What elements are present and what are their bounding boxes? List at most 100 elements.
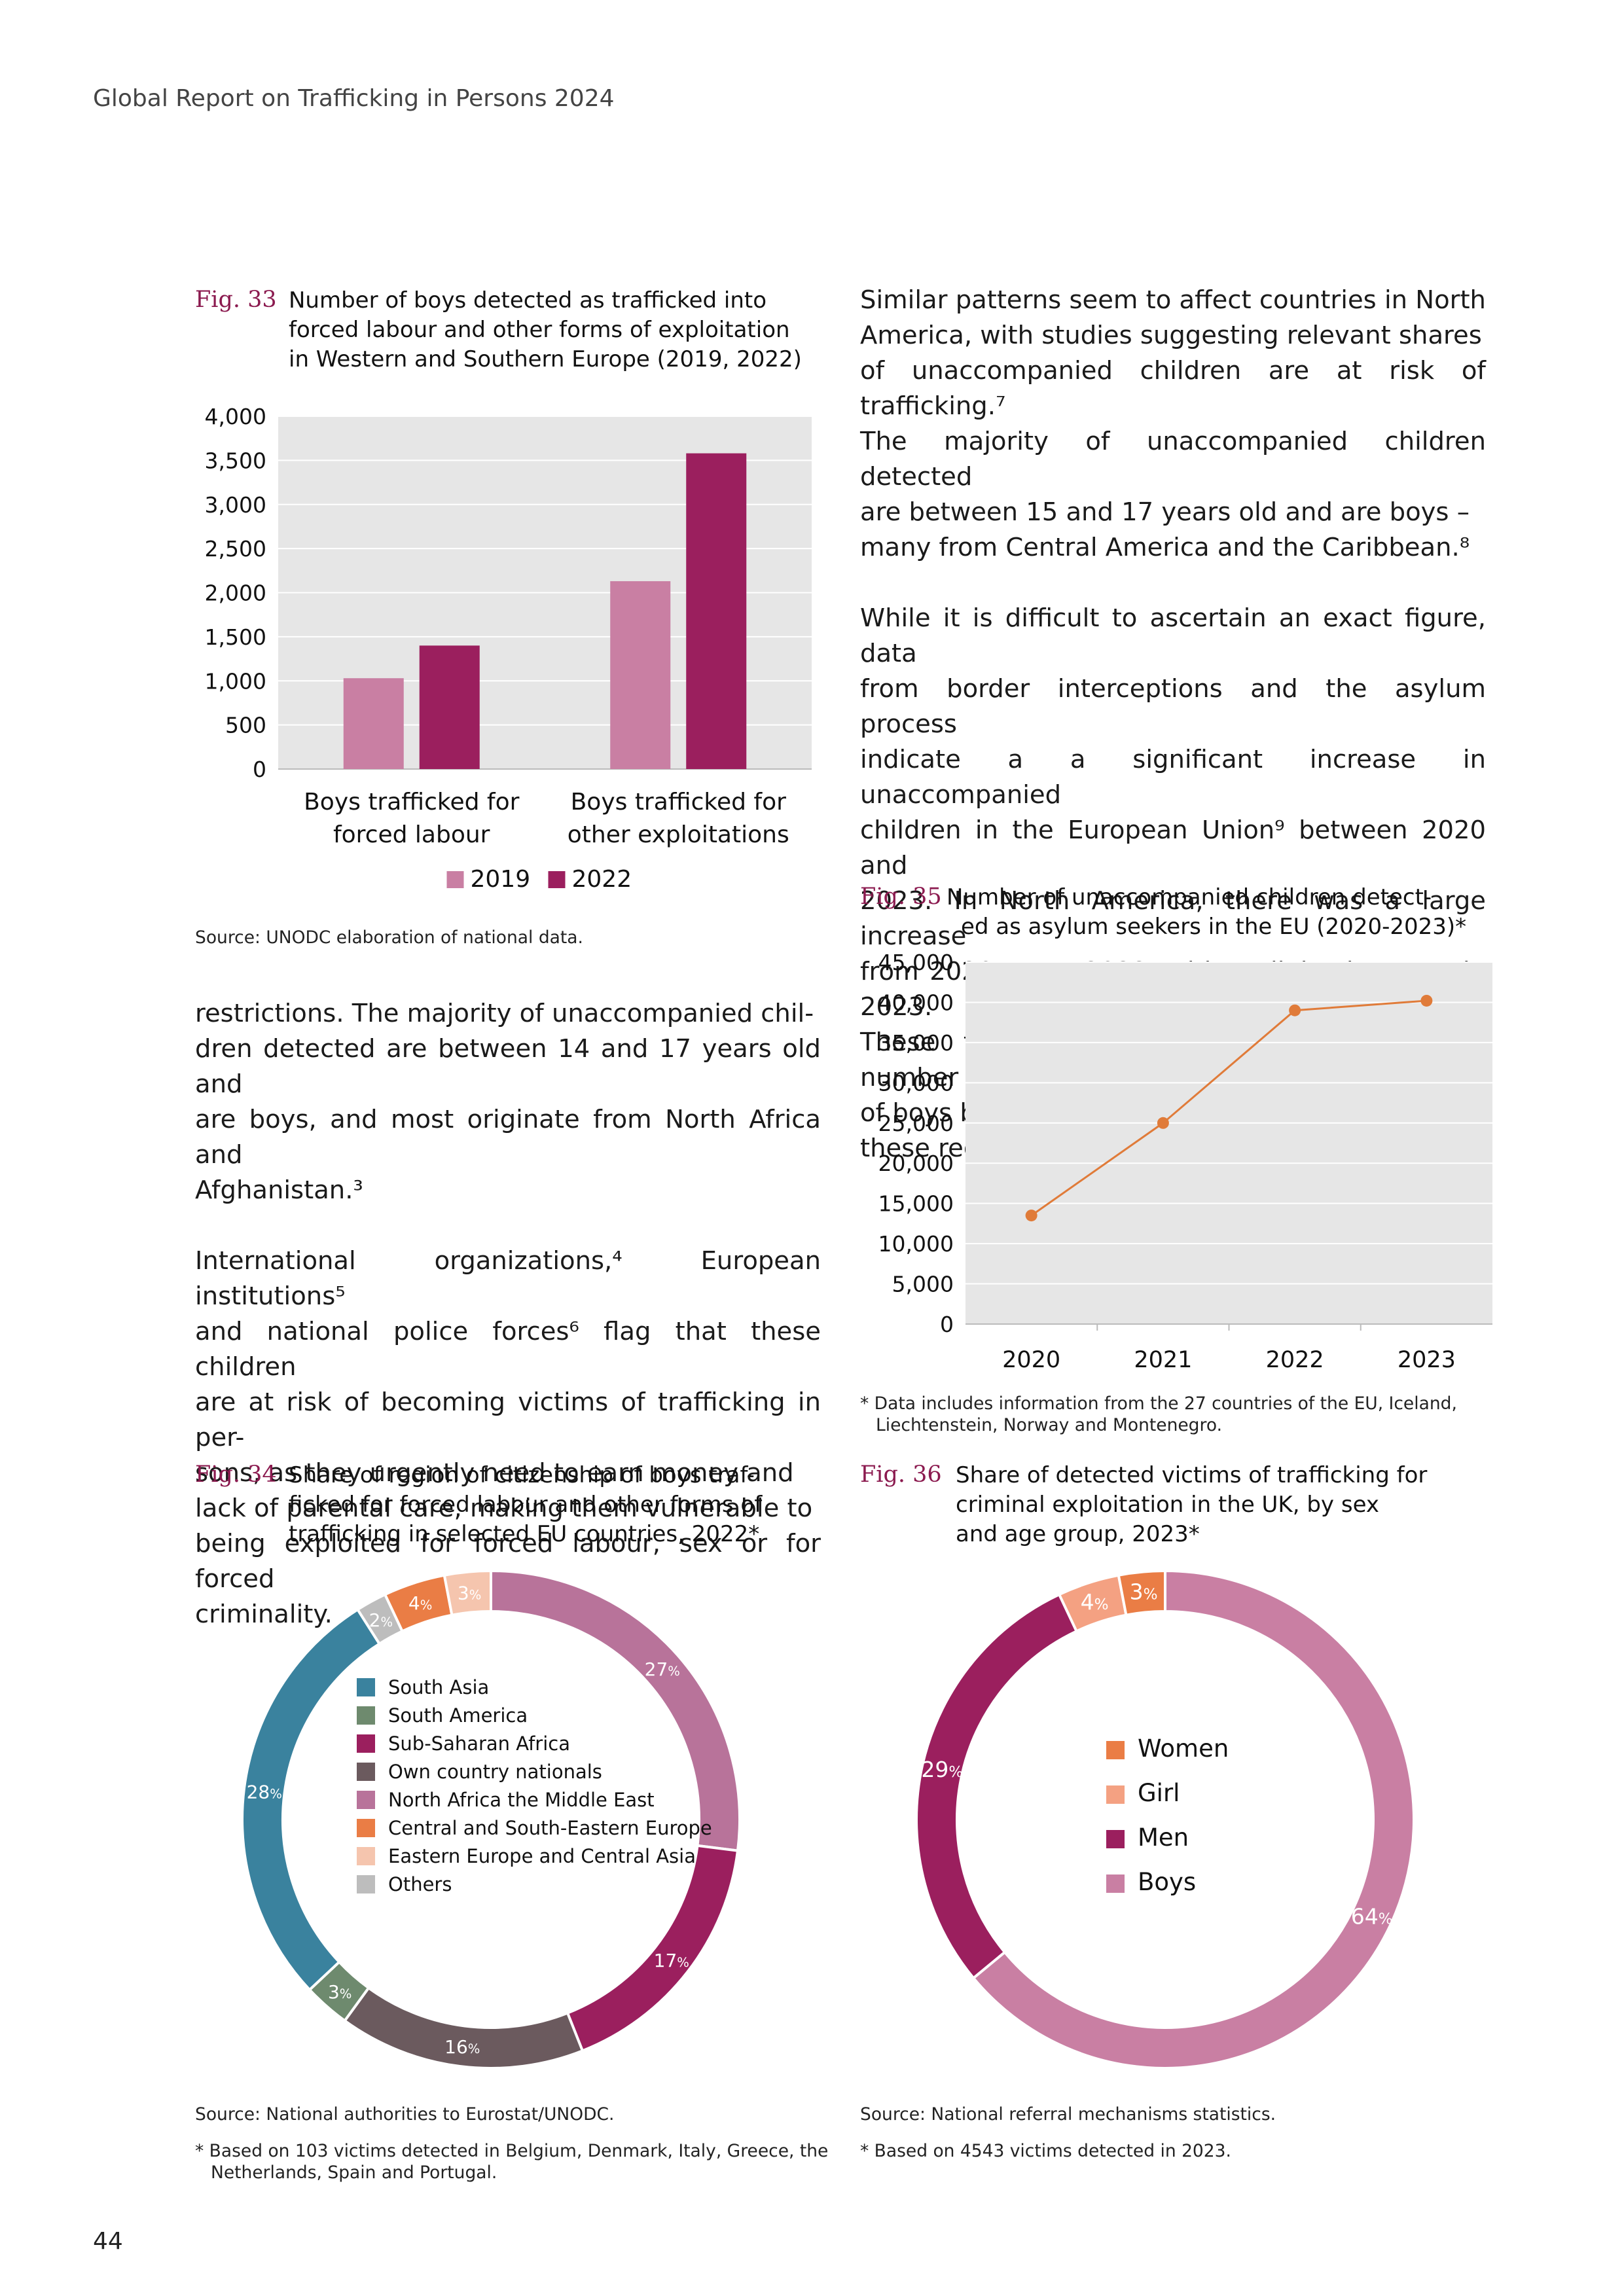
y-tick-label: 0 xyxy=(940,1312,954,1337)
donut-slice xyxy=(971,1569,1415,2070)
legend-label: Boys xyxy=(1138,1868,1196,1896)
left-body-text: restrictions. The majority of unaccompan… xyxy=(195,996,821,1668)
y-tick-label: 25,000 xyxy=(878,1111,954,1136)
legend-swatch xyxy=(1106,1741,1125,1759)
legend-label: Girl xyxy=(1138,1779,1180,1807)
left-paragraph-2: International organizations,⁴ European i… xyxy=(195,1244,821,1632)
plot-background xyxy=(965,962,1492,1324)
text-line: criminality. xyxy=(195,1600,333,1629)
y-tick-label: 500 xyxy=(225,713,266,738)
legend-swatch xyxy=(357,1706,375,1725)
legend-label: Men xyxy=(1138,1823,1189,1852)
x-tick-label: 2022 xyxy=(1266,1347,1324,1373)
fig34-label: Fig. 34 xyxy=(195,1462,277,1488)
y-tick-label: 0 xyxy=(253,757,266,782)
x-category-label: Boys trafficked for xyxy=(304,789,520,816)
fig33-source: Source: UNODC elaboration of national da… xyxy=(195,927,583,948)
legend-swatch xyxy=(1106,1874,1125,1893)
slice-value-label: 3% xyxy=(458,1583,481,1604)
percent-sign: % xyxy=(677,1955,689,1970)
fig35-note-line: * Data includes information from the 27 … xyxy=(860,1393,1457,1414)
slice-value-label: 3% xyxy=(1130,1579,1158,1605)
fig34-title: Share of region of citizenship of boys t… xyxy=(289,1461,762,1549)
donut-slice xyxy=(1117,1569,1166,1617)
text-line: of unaccompanied children are at risk of… xyxy=(860,356,1486,421)
y-tick-label: 2,500 xyxy=(205,536,266,562)
text-line: 2023. In North America, there was a larg… xyxy=(860,886,1486,951)
slice-value: 17 xyxy=(654,1950,677,1971)
fig35-note-line: Liechtenstein, Norway and Montenegro. xyxy=(876,1415,1222,1435)
legend-label: Sub-Saharan Africa xyxy=(388,1732,570,1755)
legend-swatch xyxy=(357,1763,375,1781)
fig35-title: Number of unaccompanied children detect-… xyxy=(947,883,1466,942)
fig33-title-line: forced labour and other forms of exploit… xyxy=(289,317,790,343)
legend-label: South Asia xyxy=(388,1676,489,1698)
slice-value-label: 4% xyxy=(1081,1589,1109,1615)
bar-2019 xyxy=(610,581,671,769)
fig35-note: * Data includes information from the 27 … xyxy=(860,1393,1457,1436)
data-point xyxy=(1025,1210,1038,1222)
text-line: While it is difficult to ascertain an ex… xyxy=(860,603,1486,668)
percent-sign: % xyxy=(948,1764,963,1781)
data-point xyxy=(1420,994,1433,1007)
y-tick-label: 20,000 xyxy=(878,1151,954,1176)
text-line: dren detected are between 14 and 17 year… xyxy=(195,1034,821,1099)
slice-value: 64 xyxy=(1351,1904,1379,1929)
legend-swatch xyxy=(357,1819,375,1837)
fig34-note: * Based on 103 victims detected in Belgi… xyxy=(195,2140,828,2183)
donut-slice xyxy=(566,1844,740,2053)
data-point xyxy=(1289,1004,1301,1016)
slice-value-label: 64% xyxy=(1351,1904,1393,1929)
x-tick-label: 2021 xyxy=(1134,1347,1192,1373)
percent-sign: % xyxy=(420,1598,433,1613)
fig34-title-line: ficked for forced labour and other forms… xyxy=(289,1492,763,1518)
slice-value: 28 xyxy=(247,1781,270,1803)
percent-sign: % xyxy=(1094,1596,1109,1613)
percent-sign: % xyxy=(270,1786,282,1801)
slice-value: 2 xyxy=(369,1609,381,1631)
fig34-title-line: trafficking in selected EU countries, 20… xyxy=(289,1521,760,1547)
text-line: are at risk of becoming victims of traff… xyxy=(195,1388,821,1452)
slice-value-label: 17% xyxy=(654,1950,689,1971)
x-tick-label: 2020 xyxy=(1002,1347,1060,1373)
fig36-title-line: and age group, 2023* xyxy=(956,1521,1200,1547)
fig36-note: * Based on 4543 victims detected in 2023… xyxy=(860,2141,1231,2161)
fig36-label: Fig. 36 xyxy=(860,1462,942,1488)
bar-2022 xyxy=(686,453,747,769)
legend-swatch xyxy=(357,1678,375,1696)
y-tick-label: 1,000 xyxy=(205,668,266,694)
text-line: restrictions. The majority of unaccompan… xyxy=(195,999,814,1028)
legend-label: Women xyxy=(1138,1734,1229,1763)
text-line: lack of parental care, making them vulne… xyxy=(195,1494,813,1523)
y-tick-label: 5,000 xyxy=(892,1272,954,1297)
slice-value-label: 3% xyxy=(328,1981,352,2003)
fig34-title-line: Share of region of citizenship of boys t… xyxy=(289,1462,755,1488)
fig36-title: Share of detected victims of trafficking… xyxy=(956,1461,1427,1549)
legend-label: Others xyxy=(388,1873,452,1895)
slice-value: 3 xyxy=(1130,1579,1144,1605)
left-paragraph-1: restrictions. The majority of unaccompan… xyxy=(195,996,821,1208)
percent-sign: % xyxy=(1144,1587,1158,1604)
text-line: are between 15 and 17 years old and are … xyxy=(860,497,1470,527)
fig33-bar-chart: 0 500 1,000 1,500 2,000 2,500 3,000 3,500 4,000 B… xyxy=(205,404,812,893)
bar-2019 xyxy=(343,678,404,769)
text-line: are boys, and most originate from North … xyxy=(195,1105,821,1170)
fig33-label: Fig. 33 xyxy=(195,287,277,313)
fig35-line-chart: 0 5,000 10,000 15,000 20,000 25,000 30,000 35,0… xyxy=(878,950,1492,1373)
slice-value-label: 27% xyxy=(645,1659,680,1680)
text-line: indicate a a significant increase in una… xyxy=(860,745,1486,810)
text-line: children in the European Union⁹ between … xyxy=(860,816,1486,880)
data-point xyxy=(1157,1117,1169,1129)
percent-sign: % xyxy=(1379,1911,1393,1928)
percent-sign: % xyxy=(469,1588,482,1603)
y-tick-label: 1,500 xyxy=(205,624,266,650)
legend-swatch-2022 xyxy=(548,871,566,888)
y-tick-label: 40,000 xyxy=(878,990,954,1015)
legend-label: North Africa the Middle East xyxy=(388,1789,655,1811)
slice-value-label: 16% xyxy=(444,2036,480,2058)
legend-label: Own country nationals xyxy=(388,1761,602,1783)
x-category-label: Boys trafficked for xyxy=(571,789,787,816)
text-line: sons, as they urgently need to earn mone… xyxy=(195,1458,794,1488)
text-line: many from Central America and the Caribb… xyxy=(860,533,1470,562)
